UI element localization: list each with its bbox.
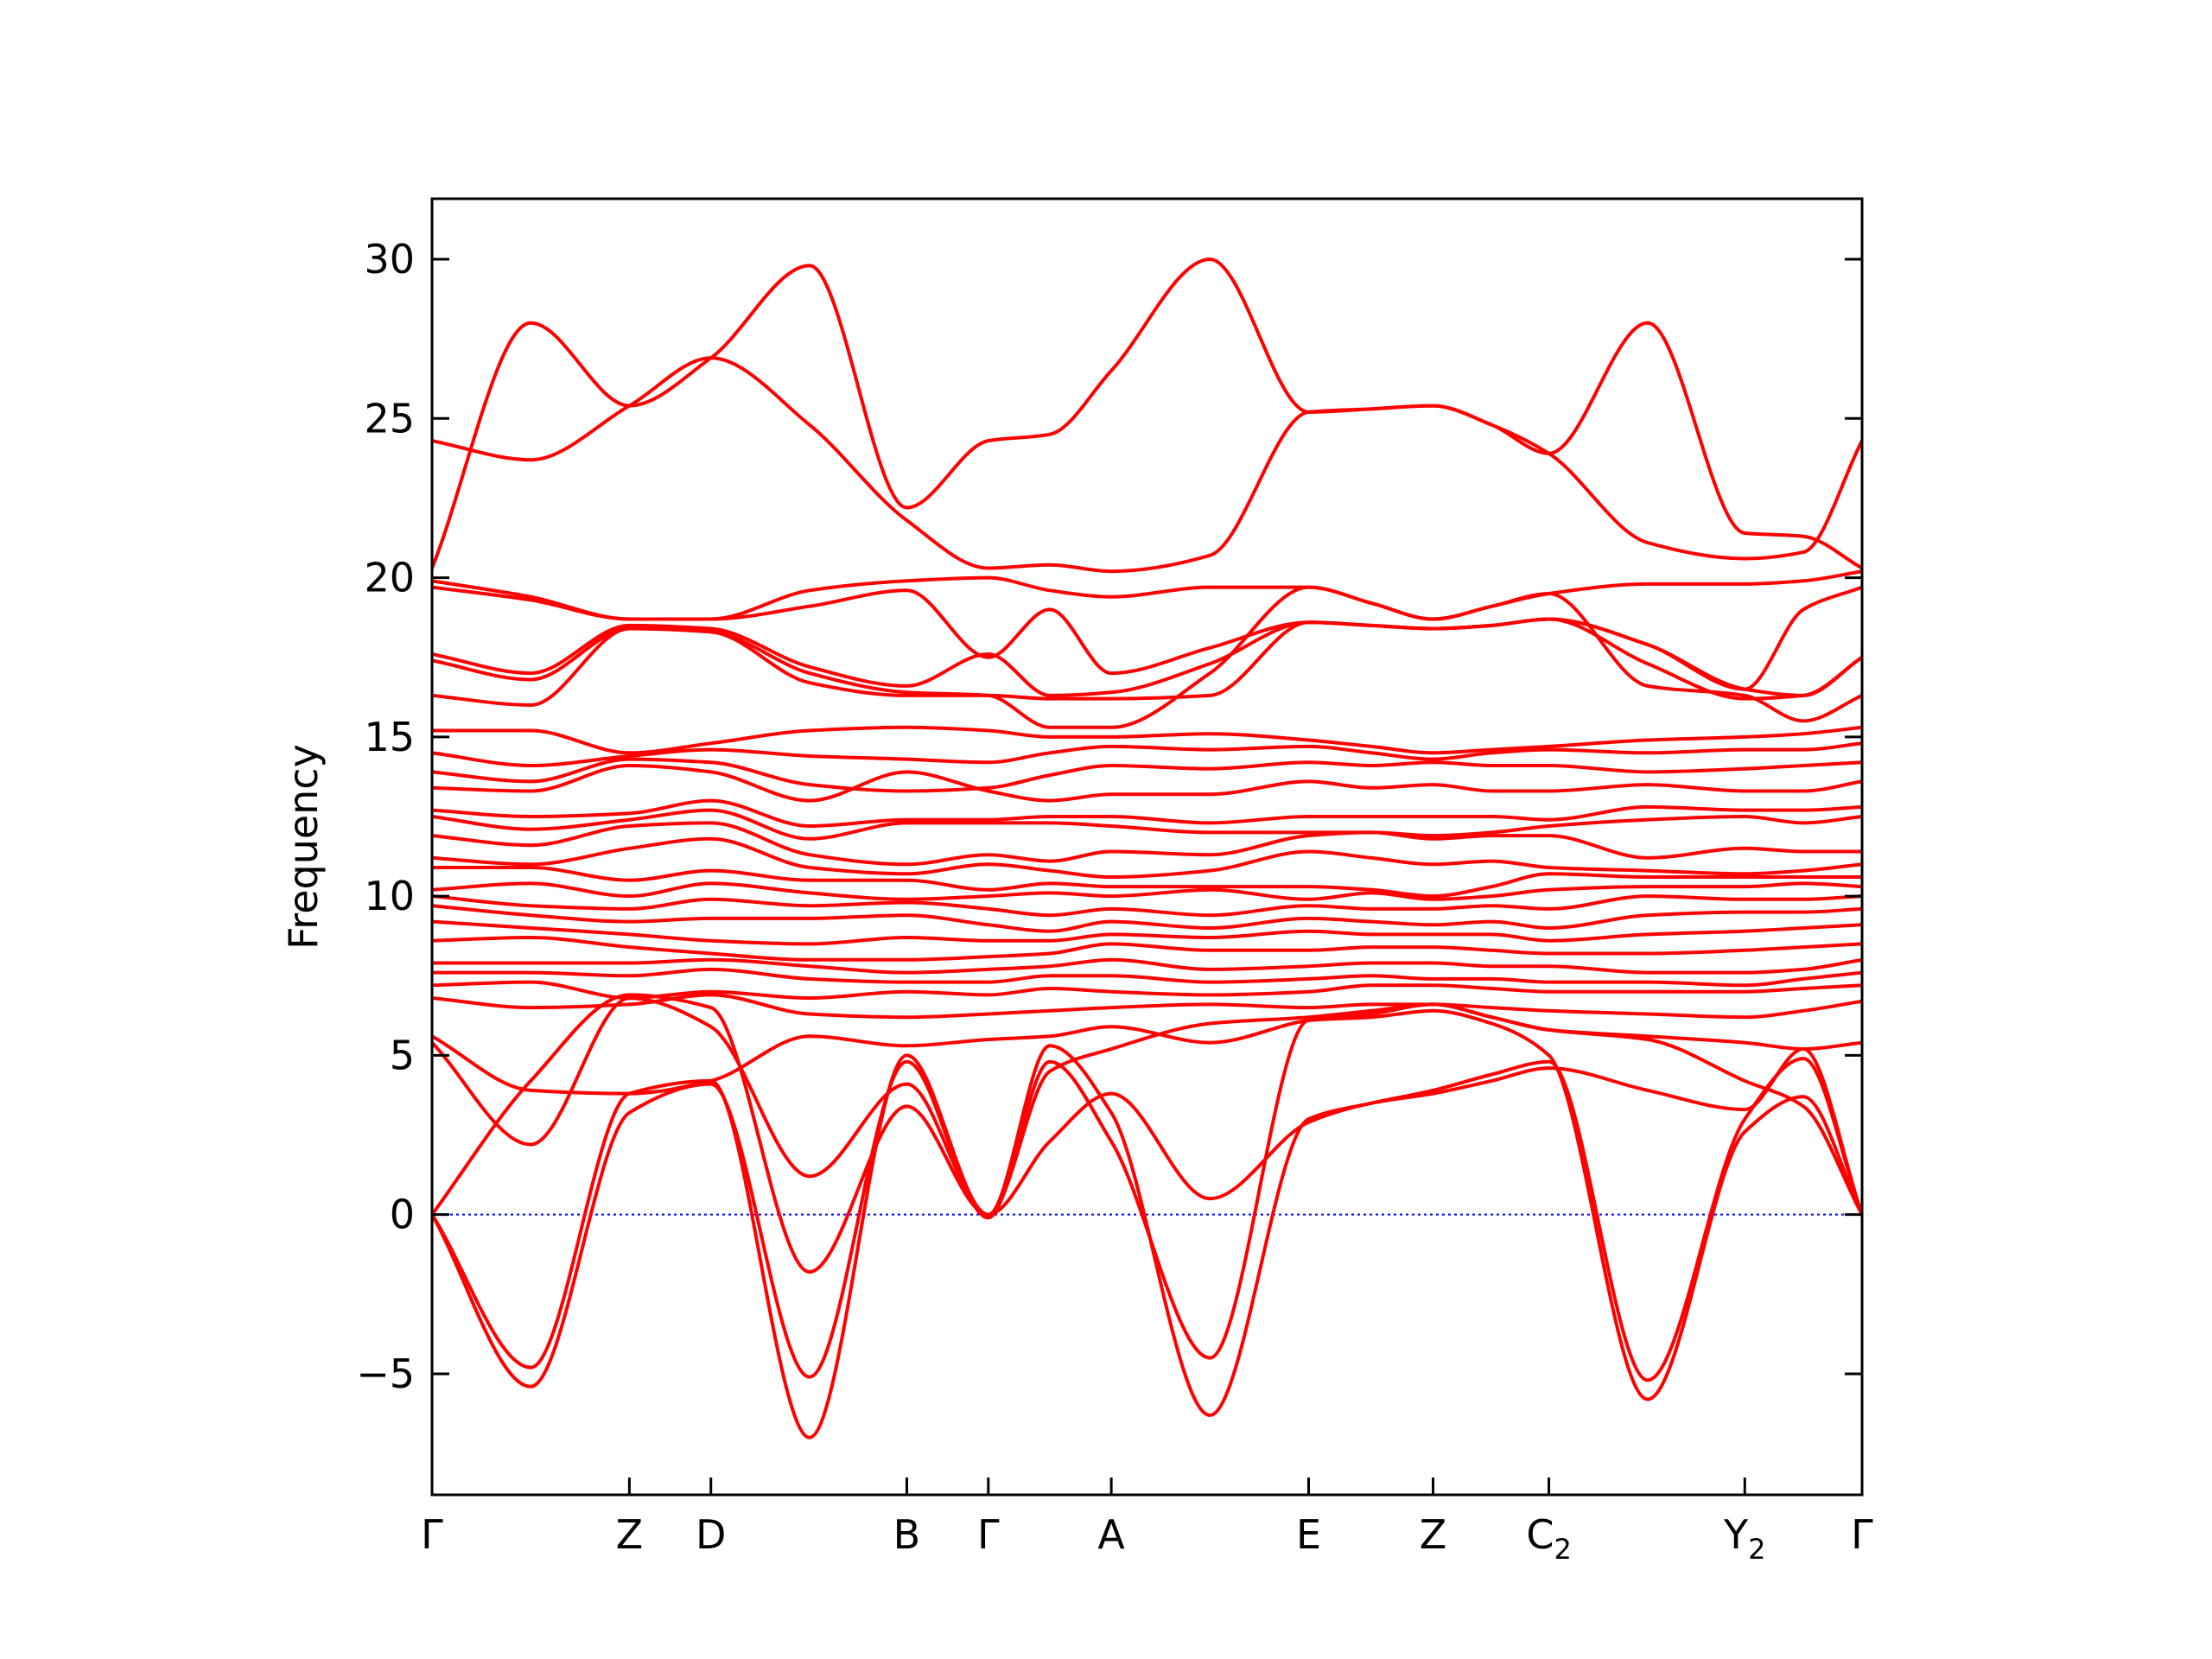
band-line-15 bbox=[432, 836, 1862, 879]
band-line-20 bbox=[432, 919, 1862, 946]
x-tick-label: Γ bbox=[421, 1511, 443, 1558]
band-line-21 bbox=[432, 936, 1862, 962]
y-tick-label: 25 bbox=[364, 395, 415, 442]
band-line-14 bbox=[432, 821, 1862, 867]
y-tick-label: 0 bbox=[390, 1192, 415, 1238]
y-tick-label: 30 bbox=[364, 236, 415, 283]
y-tick-label: 10 bbox=[364, 873, 415, 919]
band-line-16 bbox=[432, 865, 1862, 899]
band-line-22 bbox=[432, 957, 1862, 975]
band-line-29 bbox=[432, 1008, 1862, 1402]
y-tick-label: 15 bbox=[364, 714, 415, 760]
band-line-12 bbox=[432, 798, 1862, 828]
x-tick-label: Z bbox=[1420, 1511, 1447, 1558]
band-line-23 bbox=[432, 967, 1862, 988]
y-axis-title: Frequency bbox=[280, 744, 327, 950]
band-line-10 bbox=[432, 757, 1862, 793]
band-line-17 bbox=[432, 881, 1862, 901]
band-line-7 bbox=[432, 617, 1862, 707]
y-tick-label: −5 bbox=[356, 1351, 415, 1397]
band-line-2 bbox=[432, 257, 1862, 570]
band-line-30 bbox=[432, 1044, 1862, 1440]
x-tick-label: Γ bbox=[977, 1511, 1000, 1558]
x-tick-label: Γ bbox=[1851, 1511, 1873, 1558]
band-line-11 bbox=[432, 764, 1862, 803]
bands-layer bbox=[432, 257, 1862, 1440]
band-line-9 bbox=[432, 741, 1862, 767]
band-line-24 bbox=[432, 980, 1862, 1001]
x-tick-label: B bbox=[893, 1511, 921, 1558]
x-tick-label: A bbox=[1097, 1511, 1125, 1558]
band-line-5 bbox=[432, 617, 1862, 701]
band-line-28 bbox=[432, 993, 1862, 1274]
y-tick-label: 5 bbox=[390, 1032, 415, 1078]
x-tick-label: Z bbox=[616, 1511, 644, 1558]
band-line-27 bbox=[432, 996, 1862, 1217]
band-line-13 bbox=[432, 808, 1862, 841]
band-line-18 bbox=[432, 894, 1862, 918]
x-tick-label: D bbox=[696, 1511, 726, 1558]
band-line-19 bbox=[432, 904, 1862, 933]
x-tick-label: E bbox=[1296, 1511, 1321, 1558]
y-tick-label: 20 bbox=[364, 555, 415, 601]
plot-frame bbox=[430, 197, 1864, 1497]
band-line-25 bbox=[432, 993, 1862, 1020]
band-line-8 bbox=[432, 725, 1862, 755]
